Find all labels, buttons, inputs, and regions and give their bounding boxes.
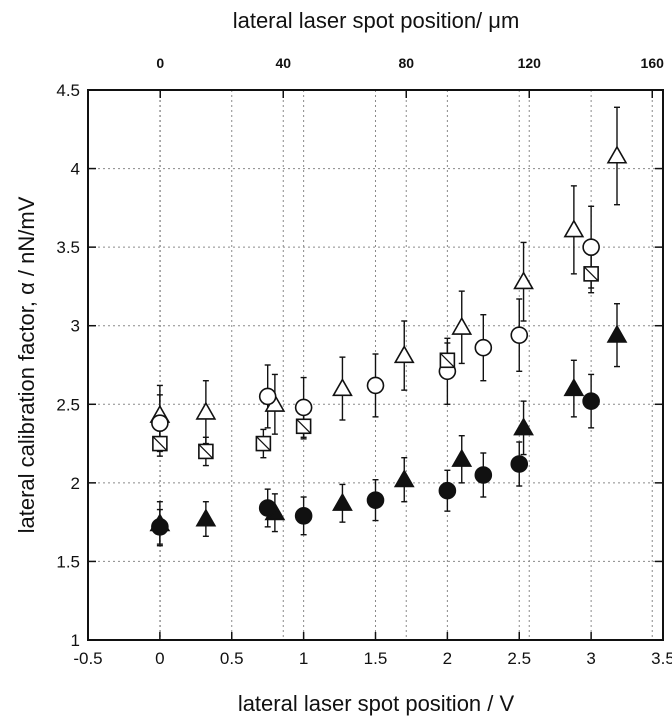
- x-axis-title: lateral laser spot position / V: [238, 691, 515, 716]
- data-point-open-circle: [582, 238, 600, 256]
- data-point-filled-triangle: [451, 448, 473, 467]
- square-marker-diagonal: [583, 266, 599, 282]
- x2-tick-label: 80: [398, 55, 414, 71]
- data-point-open-circle: [258, 387, 277, 406]
- data-point-open-triangle: [513, 271, 534, 290]
- y-tick-label: 1.5: [56, 552, 80, 571]
- x-tick-label: 2.5: [507, 649, 531, 668]
- data-point-open-circle: [366, 376, 385, 395]
- x2-tick-label: 0: [156, 55, 164, 71]
- x2-tick-label: 160: [641, 55, 665, 71]
- data-point-filled-circle: [294, 507, 313, 525]
- x-tick-label: 3.5: [651, 649, 672, 668]
- y-tick-label: 3: [71, 317, 80, 336]
- data-point-open-triangle: [195, 401, 217, 420]
- data-point-filled-triangle: [332, 492, 353, 511]
- square-marker-diagonal: [439, 352, 455, 368]
- data-point-open-triangle: [393, 344, 415, 364]
- data-point-open-triangle: [606, 145, 628, 164]
- data-point-open-triangle: [563, 219, 585, 238]
- data-point-open-circle: [510, 326, 529, 344]
- data-point-filled-triangle: [563, 377, 585, 397]
- y-tick-label: 2: [71, 474, 80, 493]
- y-tick-label: 3.5: [56, 238, 80, 257]
- y-tick-label: 1: [71, 631, 80, 650]
- data-point-filled-circle: [474, 466, 493, 484]
- x2-axis-title: lateral laser spot position/ μm: [233, 8, 520, 33]
- x2-tick-label: 40: [275, 55, 291, 71]
- y-tick-label: 4.5: [56, 81, 80, 100]
- error-bars: [156, 106, 620, 547]
- x-tick-label: 2: [443, 649, 452, 668]
- data-point-open-circle: [474, 338, 493, 357]
- y-tick-label: 2.5: [56, 395, 80, 414]
- data-point-filled-circle: [438, 481, 457, 500]
- data-point-filled-triangle: [606, 324, 628, 343]
- data-point-filled-triangle: [393, 469, 415, 488]
- data-point-open-circle: [151, 414, 169, 432]
- x-tick-label: -0.5: [73, 649, 102, 668]
- data-point-filled-circle: [582, 392, 600, 410]
- x-tick-label: 0.5: [220, 649, 244, 668]
- x-tick-label: 1.5: [364, 649, 388, 668]
- data-point-filled-circle: [510, 455, 529, 473]
- data-point-filled-circle: [151, 518, 169, 536]
- data-point-open-circle: [294, 398, 313, 417]
- data-point-open-triangle: [451, 316, 473, 335]
- x-tick-label: 0: [155, 649, 164, 668]
- data-point-filled-circle: [366, 491, 385, 509]
- square-marker-diagonal: [198, 444, 214, 459]
- data-point-filled-circle: [258, 499, 277, 517]
- data-markers: [149, 145, 628, 536]
- square-marker-diagonal: [152, 436, 168, 451]
- axis-ticks: 1 1.5 2 2.5 3 3.5 4 4.5 -0.5 0 0.5 1 1.5 2 2.5 3 3.5 0 40 8…: [56, 55, 672, 668]
- y-tick-label: 4: [71, 160, 80, 179]
- data-point-open-triangle: [332, 377, 353, 397]
- y-axis-title: lateral calibration factor, α / nN/mV: [14, 196, 39, 533]
- data-point-filled-triangle: [513, 417, 534, 436]
- data-point-filled-triangle: [195, 508, 217, 527]
- square-marker-diagonal: [296, 418, 312, 434]
- x-tick-label: 3: [586, 649, 595, 668]
- x2-tick-label: 120: [518, 55, 542, 71]
- x-tick-label: 1: [299, 649, 308, 668]
- square-marker-diagonal: [255, 436, 271, 451]
